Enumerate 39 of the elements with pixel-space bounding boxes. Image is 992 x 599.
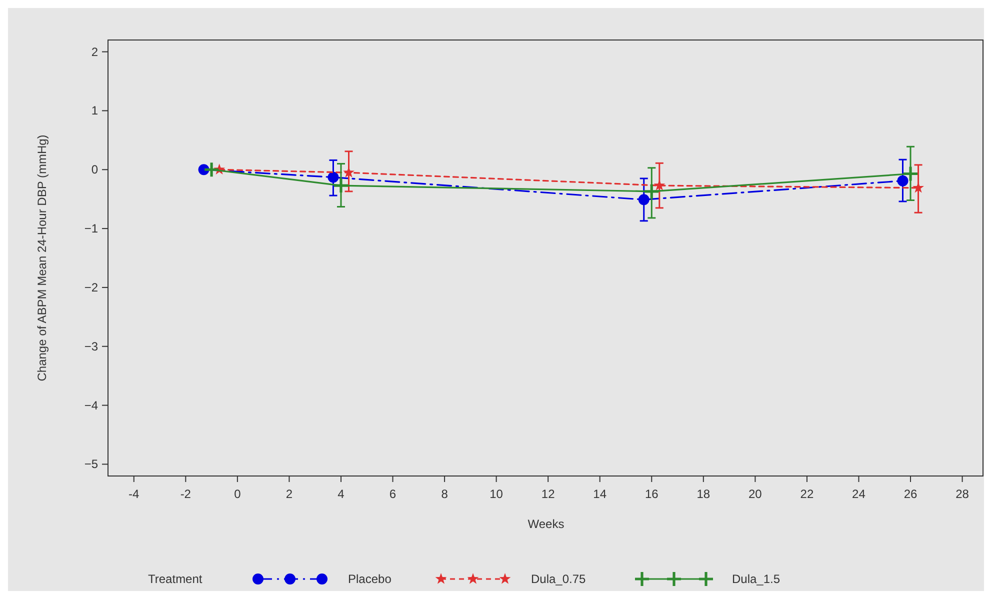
x-tick-label: 28	[956, 487, 970, 501]
point	[638, 194, 650, 206]
point	[897, 175, 908, 186]
x-tick-label: 18	[696, 487, 710, 501]
point	[332, 177, 350, 194]
legend-label: Dula_1.5	[732, 572, 780, 586]
x-tick-label: 6	[389, 487, 396, 501]
point	[328, 172, 339, 183]
legend-label: Placebo	[348, 572, 392, 586]
x-axis-title: Weeks	[528, 517, 564, 531]
x-tick-label: -4	[128, 487, 140, 501]
x-tick-label: 2	[286, 487, 293, 501]
x-tick-label: 24	[852, 487, 866, 501]
point	[654, 180, 666, 190]
y-tick-label: 2	[91, 44, 98, 59]
y-axis-title: Change of ABPM Mean 24-Hour DBP (mmHg)	[35, 134, 49, 382]
x-tick-label: 4	[338, 487, 345, 501]
y-tick-label: −5	[84, 457, 98, 472]
x-tick-label: 22	[800, 487, 814, 501]
y-tick-label: −1	[84, 222, 98, 236]
point	[902, 165, 919, 182]
y-tick-label: −4	[84, 398, 98, 412]
point	[643, 183, 660, 200]
y-tick-label: −2	[84, 280, 98, 294]
x-tick-label: 8	[441, 487, 448, 501]
x-tick-label: 0	[234, 487, 242, 501]
x-tick-label: 26	[904, 487, 918, 501]
x-tick-label: -2	[180, 487, 192, 501]
x-tick-label: 12	[541, 487, 556, 501]
x-tick-label: 14	[593, 487, 607, 501]
legend-title: Treatment	[148, 572, 203, 586]
x-tick-label: 16	[644, 487, 659, 501]
legend-label: Dula_0.75	[531, 572, 586, 586]
y-tick-label: −3	[84, 339, 98, 354]
y-tick-label: 0	[91, 162, 98, 177]
x-tick-label: 20	[748, 487, 762, 501]
point	[203, 161, 220, 178]
y-tick-label: 1	[91, 104, 98, 118]
x-tick-label: 10	[490, 487, 504, 501]
